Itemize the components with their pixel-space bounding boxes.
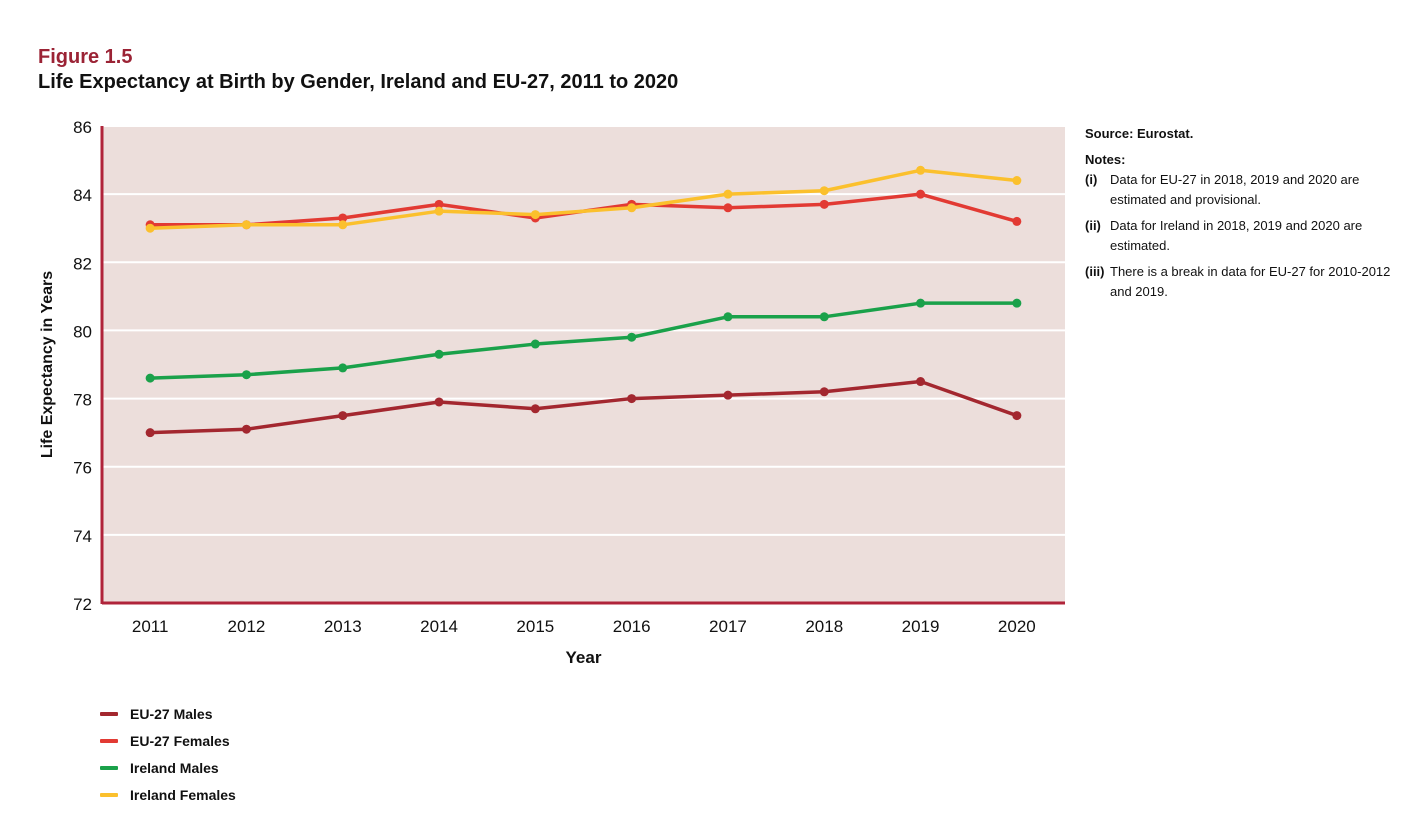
data-point [723,312,733,322]
data-point [819,186,829,196]
x-tick-label: 2016 [613,617,651,636]
data-point [338,220,348,230]
series-line [148,168,1019,230]
series-line [148,301,1019,380]
data-point [145,373,155,383]
data-point [1012,176,1022,186]
legend-swatch [100,738,118,743]
data-point [241,424,251,434]
data-point [916,165,926,175]
data-point [819,312,829,322]
data-point [916,377,926,387]
data-point [723,189,733,199]
y-tick-label: 80 [73,322,92,341]
plot-area [102,126,1065,603]
data-point [819,199,829,209]
legend-item: EU-27 Males [100,700,236,727]
x-tick-label: 2013 [324,617,362,636]
data-point [916,189,926,199]
note-text: There is a break in data for EU-27 for 2… [1110,264,1391,299]
data-point [338,363,348,373]
data-point [627,332,637,342]
x-tick-label: 2015 [516,617,554,636]
chart-title: Life Expectancy at Birth by Gender, Irel… [38,71,679,93]
note-number: (i) [1085,172,1098,187]
legend-label: Ireland Females [130,786,236,803]
data-point [338,213,348,223]
data-point [434,199,444,209]
data-point [434,206,444,216]
y-tick-label: 72 [73,595,92,614]
legend-label: Ireland Males [130,759,219,776]
x-tick-label: 2011 [132,617,169,636]
data-point [627,394,637,404]
data-point [1012,298,1022,308]
data-point [145,428,155,438]
figure-label: Figure 1.5 [38,46,133,68]
data-point [145,223,155,233]
note-text: Data for Ireland in 2018, 2019 and 2020 … [1110,218,1363,253]
source-text: Source: Eurostat. [1085,126,1194,141]
note-number: (iii) [1085,264,1105,279]
note-item: (ii) Data for Ireland in 2018, 2019 and … [1085,216,1395,256]
data-point [530,210,540,220]
y-tick-label: 76 [73,459,92,478]
y-tick-label: 74 [73,527,92,546]
note-number: (ii) [1085,218,1101,233]
note-item: (iii) There is a break in data for EU-27… [1085,262,1395,302]
data-point [338,411,348,421]
legend-item: Ireland Females [100,781,236,808]
data-point [1012,411,1022,421]
legend-swatch [100,765,118,770]
y-axis-title: Life Expectancy in Years [39,271,56,458]
data-point [241,220,251,230]
data-point [434,397,444,407]
data-point [916,298,926,308]
legend-swatch [100,792,118,797]
notes-title: Notes: [1085,152,1126,167]
legend-item: EU-27 Females [100,727,236,754]
y-tick-label: 84 [73,186,92,205]
data-point [241,370,251,380]
data-point [530,404,540,414]
data-point [723,203,733,213]
legend-label: EU-27 Males [130,705,213,722]
chart-legend: EU-27 Males EU-27 Females Ireland Males Ire… [100,700,236,808]
y-tick-label: 82 [73,254,92,273]
legend-item: Ireland Males [100,754,236,781]
data-point [819,387,829,397]
x-axis-title: Year [566,648,602,667]
data-point [627,203,637,213]
legend-swatch [100,711,118,716]
data-point [723,390,733,400]
series-line [148,379,1019,435]
note-text: Data for EU-27 in 2018, 2019 and 2020 ar… [1110,172,1360,207]
x-tick-label: 2020 [998,617,1036,636]
x-tick-label: 2018 [805,617,843,636]
data-point [1012,216,1022,226]
x-tick-label: 2017 [709,617,747,636]
y-tick-label: 86 [73,118,92,137]
note-item: (i) Data for EU-27 in 2018, 2019 and 202… [1085,170,1395,210]
x-tick-label: 2019 [902,617,940,636]
side-notes: Source: Eurostat. Notes: (i) Data for EU… [1085,124,1395,308]
legend-label: EU-27 Females [130,732,230,749]
data-point [434,349,444,359]
data-point [530,339,540,349]
x-tick-label: 2012 [228,617,266,636]
y-tick-label: 78 [73,391,92,410]
x-tick-label: 2014 [420,617,458,636]
